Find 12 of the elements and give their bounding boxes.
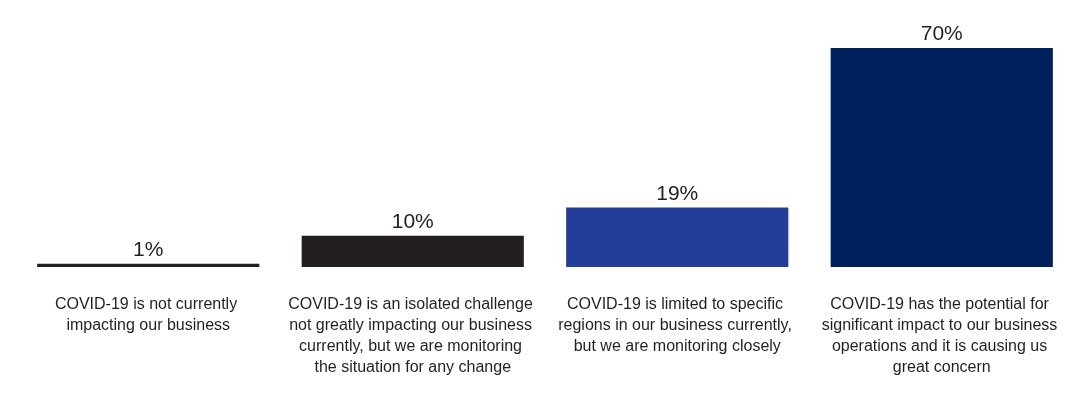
data-label: 10%: [391, 208, 434, 232]
data-label: 70%: [920, 21, 963, 44]
x-tick-label: COVID-19 is an isolated challenge not greatly impacting our business currently, but we are monitoring the situation for any change: [288, 295, 538, 375]
data-label: 19%: [656, 180, 699, 204]
bar: [830, 48, 1053, 267]
bar: [566, 207, 789, 267]
x-tick-label: COVID-19 is limited to specific regions in our business currently, but we are monitoring closely: [558, 295, 797, 354]
bar: [301, 235, 524, 267]
bar: [37, 263, 260, 267]
x-tick-label: COVID-19 has the potential for significant impact to our business operations and it is causing us great concern: [821, 295, 1062, 375]
x-tick-label: COVID-19 is not currently impacting our business: [54, 295, 242, 333]
data-label: 1%: [133, 236, 164, 260]
